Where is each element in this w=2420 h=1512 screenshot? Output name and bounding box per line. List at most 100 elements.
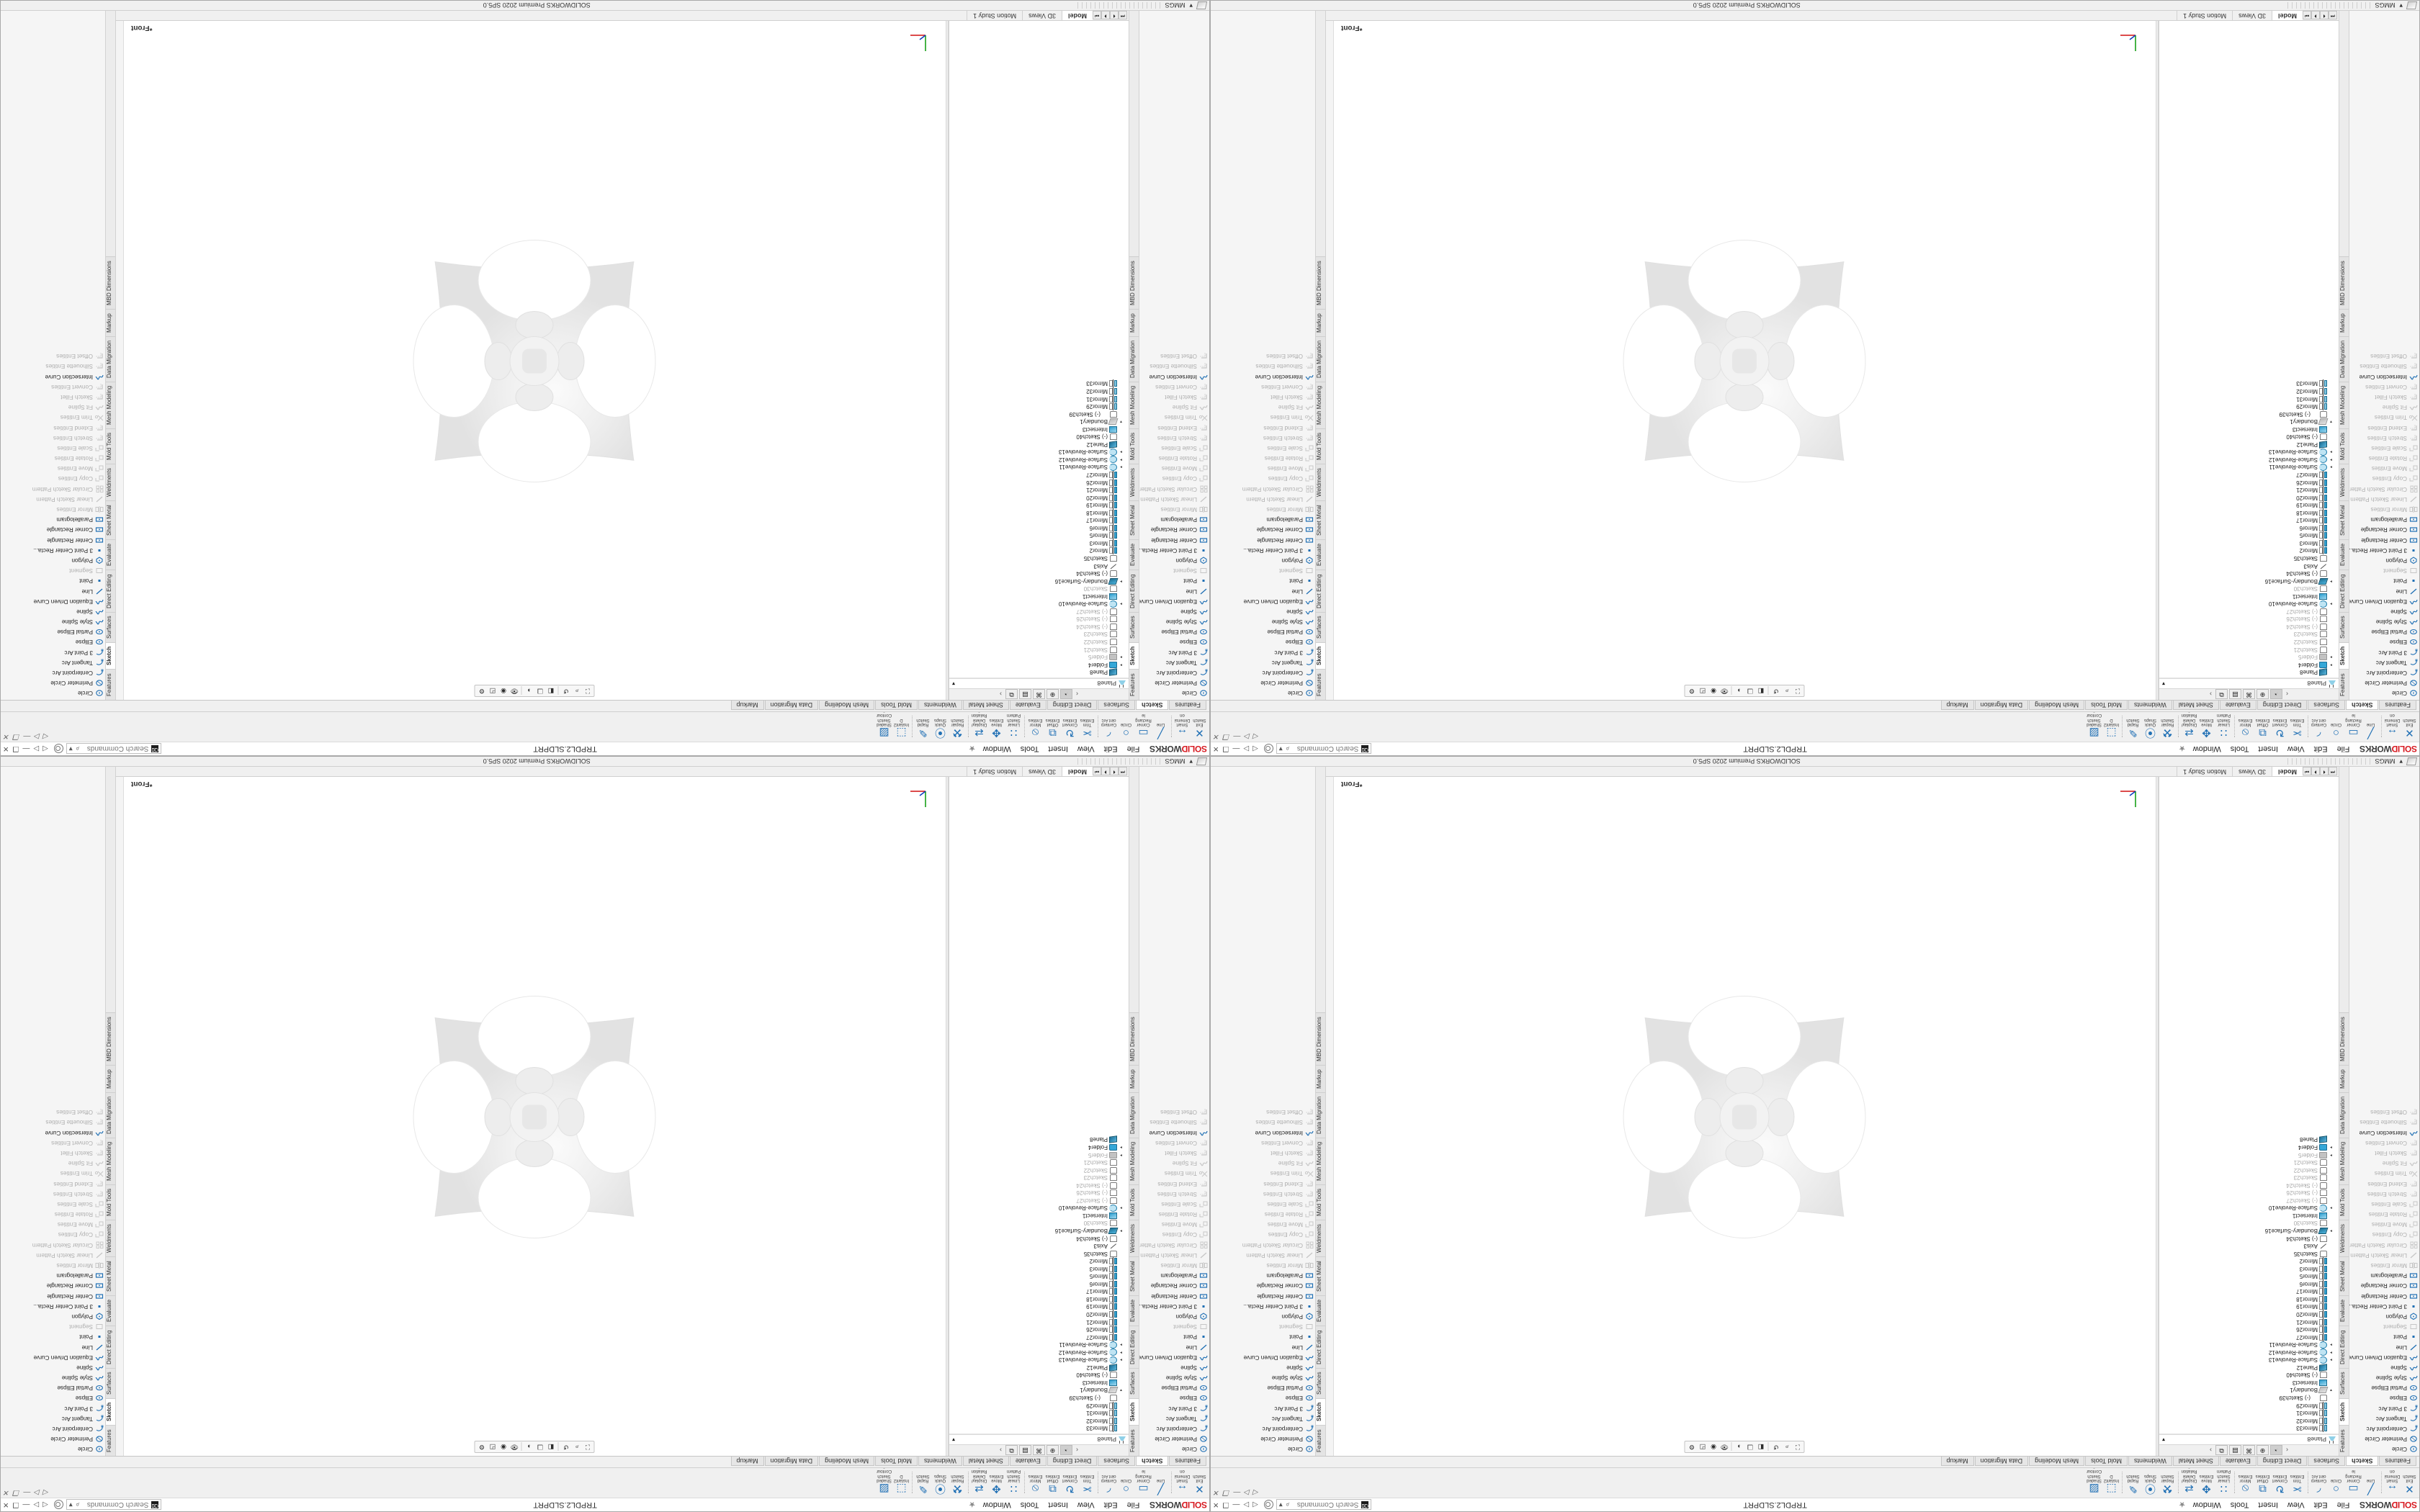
sketch-tool-style-spline-icon[interactable]: Style Spline [1211,1373,1315,1383]
sketch-tool-point-icon[interactable]: Point [1,576,105,586]
sketch-tool-convert-entities-icon[interactable]: Convert Entities [1,382,105,392]
sketch-tool-ellipse-icon[interactable]: Ellipse [1211,1393,1315,1403]
tab-next-icon[interactable]: ⏵ [2311,11,2320,20]
sketch-tool-circle-icon[interactable]: Circle [1,1444,105,1454]
tree-node[interactable]: Intersect3 [949,1379,1129,1387]
zoom-to-fit-icon[interactable]: ⛶ [585,1444,591,1451]
menu-item-insert[interactable]: Insert [1048,1500,1068,1509]
sketch-tool-rotate-entities-icon[interactable]: Rotate Entities [1,454,105,464]
ribbon-repair-sketch-icon[interactable]: ⚒ Repair Sketch [949,1470,966,1497]
tool-trim-entities-icon[interactable]: Trim Entities [1139,1169,1209,1179]
edit-appearance-icon[interactable]: ◉ [1711,1444,1716,1451]
tool-sketch-fillet-icon[interactable]: Sketch Fillet [1139,392,1209,402]
tool-mirror-entities-icon[interactable]: Mirror Entities [1139,1260,1209,1270]
tab-direct-editing[interactable]: Direct Editing [2257,1457,2308,1466]
tree-node[interactable]: (-) Sketch34 [2159,570,2339,577]
tab-features[interactable]: Features [2379,701,2416,710]
tree-node[interactable]: Plane8 [949,1135,1129,1144]
sketch-tool-center-rectangle-icon[interactable]: Center Rectangle [1211,1291,1315,1301]
tool-three-point-center-rectangle-icon[interactable]: 3 Point Center Recta... [1139,1301,1209,1311]
panel-splitter[interactable] [946,21,949,700]
tree-node[interactable]: ▸ Boundary-Surface16 [949,1227,1129,1235]
ribbon-corner-rectangle-icon[interactable]: ▭ Corner Rectangle [2345,1470,2362,1497]
tree-node[interactable]: (-) Sketch24 [949,623,1129,631]
account-avatar-icon[interactable] [53,1500,63,1510]
expander-icon[interactable]: ▸ [1120,1205,1123,1210]
doc-close-button[interactable]: ✕ [1214,1488,1220,1496]
ribbon-instant2d-icon[interactable]: ⬚ Instant2D [2103,714,2120,741]
expander-icon[interactable]: ▾ [2330,1387,2333,1392]
ribbon-instant2d-icon[interactable]: ⬚ Instant2D [2103,1470,2120,1497]
left-tab-data-migration[interactable]: Data Migration [1129,336,1139,382]
sketch-tool-copy-entities-icon[interactable]: Copy Entities [1,1230,105,1240]
tab-last-icon[interactable]: ⏭ [1093,11,1101,20]
tree-node[interactable]: Intersect1 [949,593,1129,600]
right-tab-sketch[interactable]: Sketch [1316,1398,1325,1426]
ribbon-display-delete-relations-icon[interactable]: ⇄Display/Delete Relations [971,1468,987,1497]
ribbon-shaded-sketch-contours-icon[interactable]: ▨Shaded Sketch Contours [2086,1468,2102,1497]
ribbon-mirror-entities-icon[interactable]: ⦸ Mirror Entities [2237,714,2254,741]
left-tab-data-migration[interactable]: Data Migration [1129,1092,1139,1138]
window-prev-icon[interactable]: ◁ [1252,1500,1258,1509]
left-tab-mesh-modeling[interactable]: Mesh Modeling [1129,381,1139,429]
tab-mold-tools[interactable]: Mold Tools [875,1457,918,1466]
tab-prev-icon[interactable]: ⏴ [2320,11,2329,20]
sketch-tool-copy-entities-icon[interactable]: Copy Entities [1,474,105,484]
tree-node[interactable]: ▸ Folder4 [2159,1143,2339,1151]
search-dropdown-icon[interactable]: ▾ [68,744,73,753]
sketch-tool-scale-entities-icon[interactable]: Scale Entities [1,1199,105,1209]
ribbon-move-entities-icon[interactable]: ✥ Move Entities [988,714,1005,741]
tool-centerpoint-arc-icon[interactable]: Centerpoint Arc [2349,1423,2419,1434]
tree-node[interactable]: Mirror2 [2159,1257,2339,1266]
tool-trim-entities-icon[interactable]: Trim Entities [2349,413,2419,423]
right-tab-sketch[interactable]: Sketch [106,642,115,670]
configuration-manager-icon[interactable]: ⌘ [2243,1445,2255,1456]
search-commands[interactable]: ⌫⌕▾ [1276,1499,1372,1511]
tree-node[interactable]: Mirror31 [949,1409,1129,1418]
ribbon-corner-rectangle-icon[interactable]: ▭ Corner Rectangle [1135,714,1152,741]
tool-tangent-arc-icon[interactable]: Tangent Arc [1139,1413,1209,1423]
search-commands[interactable]: ⌫⌕▾ [66,1499,162,1511]
sketch-tool-fit-spline-icon[interactable]: Fit Spline [1211,402,1315,413]
tool-extend-entities-icon[interactable]: Extend Entities [1139,1179,1209,1189]
tab-prev-icon[interactable]: ⏴ [2320,767,2329,776]
doc-prev-icon[interactable]: ◁ [1253,1488,1259,1496]
ribbon-line-icon[interactable]: ╱ Line [2362,1470,2379,1497]
tool-center-rectangle-icon[interactable]: Center Rectangle [2349,535,2419,545]
right-tab-features[interactable]: Features [1316,669,1325,700]
tab-mesh-modeling[interactable]: Mesh Modeling [819,1457,875,1466]
tool-stretch-entities-icon[interactable]: Stretch Entities [1139,1189,1209,1199]
filter-dropdown-icon[interactable]: ▾ [952,1436,956,1443]
tool-tangent-arc-icon[interactable]: Tangent Arc [2349,657,2419,667]
left-tab-features[interactable]: Features [2339,669,2349,700]
sketch-tool-rotate-entities-icon[interactable]: Rotate Entities [1211,454,1315,464]
tree-node[interactable]: ▸ Folder5 [949,1151,1129,1159]
sketch-tool-style-spline-icon[interactable]: Style Spline [1211,617,1315,627]
sketch-tool-mirror-entities-icon[interactable]: Mirror Entities [1211,504,1315,514]
edit-appearance-icon[interactable]: ◉ [501,1444,506,1451]
doc-tab-model[interactable]: Model [1062,11,1093,20]
tool-scale-entities-icon[interactable]: Scale Entities [2349,443,2419,453]
tree-node[interactable]: Mirror31 [949,395,1129,403]
tree-node[interactable]: ▸ Folder5 [2159,1151,2339,1159]
tree-node[interactable]: Mirror5 [949,531,1129,540]
pin-icon[interactable]: ★ [968,1500,976,1509]
menu-item-window[interactable]: Window [2192,744,2221,753]
tool-style-spline-icon[interactable]: Style Spline [1139,1373,1209,1383]
apply-scene-icon[interactable]: ◰ [1699,688,1706,695]
display-manager-icon[interactable]: ▤ [1019,689,1031,700]
sketch-tool-fit-spline-icon[interactable]: Fit Spline [1,402,105,413]
right-tab-direct-editing[interactable]: Direct Editing [106,1326,115,1368]
tree-node[interactable]: ▸ Folder4 [2159,661,2339,669]
sketch-tool-parallelogram-icon[interactable]: Parallelogram [1211,515,1315,525]
doc-close-button[interactable]: ✕ [4,1488,10,1496]
tab-direct-editing[interactable]: Direct Editing [1047,1457,1098,1466]
expander-icon[interactable]: ▸ [1120,1145,1123,1149]
sketch-tool-ellipse-icon[interactable]: Ellipse [1,1393,105,1403]
tree-node[interactable]: Mirror26 [949,478,1129,487]
window-prev-icon[interactable]: ◁ [42,744,48,753]
tree-node[interactable]: Sketch22 [2159,638,2339,646]
filter-dropdown-icon[interactable]: ▾ [2162,1436,2166,1443]
menu-item-tools[interactable]: Tools [2230,744,2249,753]
doc-prev-icon[interactable]: ◁ [43,1488,49,1496]
